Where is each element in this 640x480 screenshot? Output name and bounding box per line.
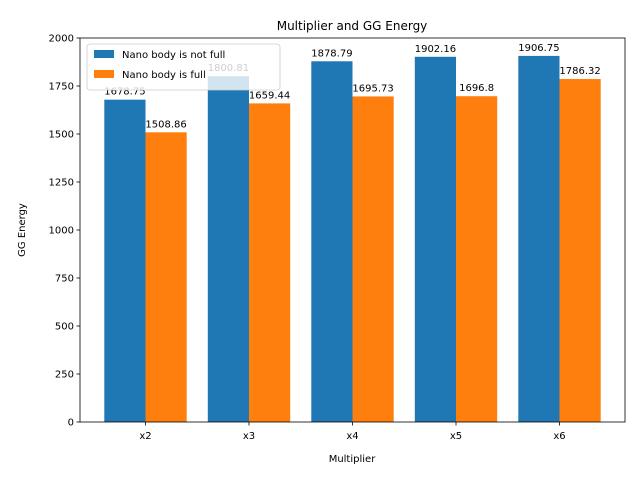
x-tick-label-x4: x4 [346, 431, 358, 442]
y-tick-label: 1000 [49, 226, 74, 237]
data-label-series1-x2: 1678.75 [104, 87, 145, 98]
data-label-series1-x5: 1902.16 [415, 44, 456, 55]
data-label-series2-x4: 1695.73 [352, 83, 393, 94]
bar-series2-x4 [352, 96, 394, 423]
x-tick-label-x5: x5 [450, 431, 462, 442]
y-axis-label: GG Energy [17, 203, 28, 257]
bar-series1-x4 [311, 61, 353, 423]
x-axis: x2 x3 x4 x5 x6 [139, 422, 566, 442]
bar-series1-x6 [518, 55, 560, 423]
data-label-series2-x2: 1508.86 [145, 119, 186, 130]
bar-series1-x5 [414, 56, 456, 422]
bar-series2-x3 [249, 103, 291, 422]
x-tick-label-x2: x2 [139, 431, 151, 442]
legend-label-series2: Nano body is full [122, 70, 206, 81]
plot-frame [79, 37, 626, 423]
legend: Nano body is not full Nano body is full [86, 43, 281, 91]
bar-series2-x2 [145, 132, 187, 423]
bar-series1-x2 [104, 99, 146, 423]
data-label-series2-x3: 1659.44 [249, 90, 290, 101]
y-tick-label: 250 [55, 370, 74, 381]
legend-box [86, 43, 281, 91]
data-label-series2-x6: 1786.32 [559, 66, 600, 77]
bar-series2-x5 [456, 96, 498, 423]
chart-title: Multiplier and GG Energy [277, 19, 428, 33]
bars-group [104, 55, 601, 423]
y-tick-label: 2000 [49, 34, 74, 45]
y-tick-label: 1250 [49, 178, 74, 189]
y-axis: 0 250 500 750 1000 1250 1500 1750 2000 [49, 34, 80, 429]
data-label-series1-x6: 1906.75 [518, 43, 559, 54]
y-tick-label: 1750 [49, 82, 74, 93]
y-tick-label: 0 [68, 418, 74, 429]
x-tick-label-x3: x3 [243, 431, 255, 442]
legend-swatch-series1 [94, 50, 114, 58]
bar-series2-x6 [559, 79, 601, 422]
y-tick-label: 500 [55, 322, 74, 333]
legend-swatch-series2 [94, 70, 114, 78]
y-tick-label: 1500 [49, 130, 74, 141]
data-label-series1-x4: 1878.79 [311, 48, 352, 59]
x-tick-label-x6: x6 [553, 431, 565, 442]
legend-label-series1: Nano body is not full [122, 50, 225, 61]
x-axis-label: Multiplier [329, 454, 377, 465]
y-tick-label: 750 [55, 274, 74, 285]
bar-series1-x3 [207, 76, 249, 423]
data-label-series2-x5: 1696.8 [459, 83, 494, 94]
